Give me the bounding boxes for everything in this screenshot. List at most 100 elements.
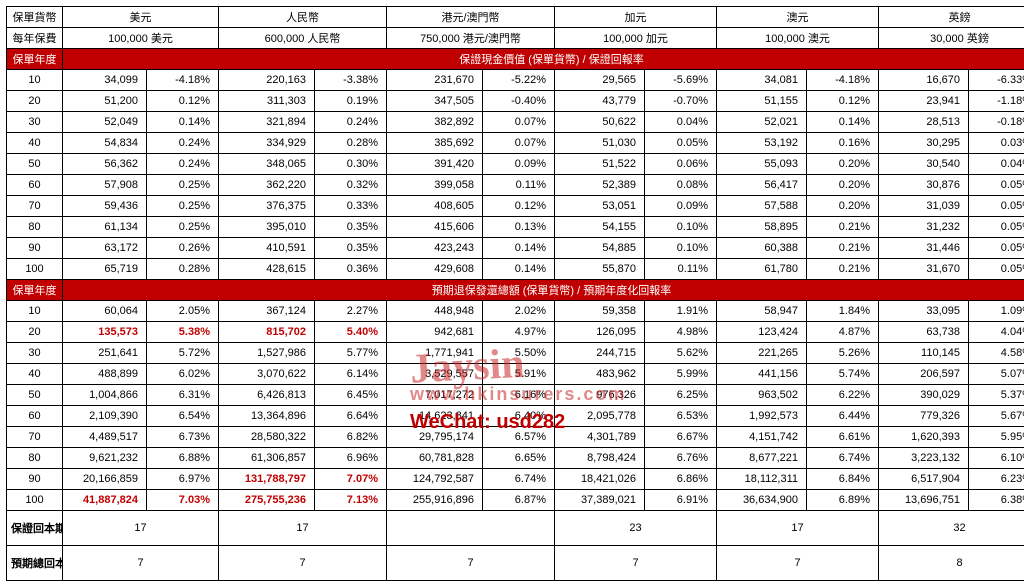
year-cell: 40 [7,364,63,385]
header-left-currency: 保單貨幣 [7,7,63,28]
pct-cell: 6.16% [483,385,555,406]
pct-cell: 0.28% [147,259,219,280]
value-cell: 31,670 [879,259,969,280]
pct-cell: 2.02% [483,301,555,322]
pct-cell: 5.07% [969,364,1024,385]
pct-cell: 6.88% [147,448,219,469]
value-cell: 275,755,236 [219,490,315,511]
pct-cell: -5.69% [645,70,717,91]
pct-cell: 0.05% [969,175,1024,196]
pct-cell: 0.05% [969,259,1024,280]
value-cell: 423,243 [387,238,483,259]
value-cell: 311,303 [219,91,315,112]
value-cell: 41,887,824 [63,490,147,511]
pct-cell: 0.25% [147,175,219,196]
pct-cell: 0.09% [483,154,555,175]
value-cell: 385,692 [387,133,483,154]
value-cell: 348,065 [219,154,315,175]
value-cell: 61,306,857 [219,448,315,469]
year-cell: 50 [7,385,63,406]
year-cell: 60 [7,406,63,427]
value-cell: 52,021 [717,112,807,133]
table-row: 602,109,3906.54%13,364,8966.64%14,623,84… [7,406,1024,427]
pct-cell: 6.97% [147,469,219,490]
pct-cell: 6.44% [807,406,879,427]
value-cell: 18,421,026 [555,469,645,490]
value-cell: 34,081 [717,70,807,91]
value-cell: 18,112,311 [717,469,807,490]
pct-cell: 0.09% [645,196,717,217]
value-cell: 20,166,859 [63,469,147,490]
header-currency-2: 港元/澳門幣 [387,7,555,28]
pct-cell: 0.11% [645,259,717,280]
footer-value: 23 [555,511,717,546]
value-cell: 251,641 [63,343,147,364]
pct-cell: 5.72% [147,343,219,364]
value-cell: 13,696,751 [879,490,969,511]
value-cell: 441,156 [717,364,807,385]
pct-cell: -0.40% [483,91,555,112]
value-cell: 367,124 [219,301,315,322]
pct-cell: -4.18% [807,70,879,91]
footer-value: 17 [219,511,387,546]
value-cell: 29,565 [555,70,645,91]
value-cell: 65,719 [63,259,147,280]
value-cell: 36,634,900 [717,490,807,511]
value-cell: 376,375 [219,196,315,217]
value-cell: 963,502 [717,385,807,406]
pct-cell: 6.45% [315,385,387,406]
pct-cell: 2.27% [315,301,387,322]
pct-cell: 0.21% [807,238,879,259]
pct-cell: 6.96% [315,448,387,469]
value-cell: 57,908 [63,175,147,196]
pct-cell: 0.36% [315,259,387,280]
value-cell: 16,670 [879,70,969,91]
pct-cell: 6.31% [147,385,219,406]
footer-value: 17 [717,511,879,546]
year-cell: 30 [7,112,63,133]
value-cell: 815,702 [219,322,315,343]
header-premium-1: 600,000 人民幣 [219,28,387,49]
value-cell: 483,962 [555,364,645,385]
footer-row: 預期總回本期(年)777778 [7,546,1024,581]
pct-cell: 0.21% [807,217,879,238]
value-cell: 415,606 [387,217,483,238]
value-cell: 53,192 [717,133,807,154]
year-cell: 40 [7,133,63,154]
pct-cell: 5.26% [807,343,879,364]
pct-cell: 0.20% [807,175,879,196]
footer-value: 7 [63,546,219,581]
pct-cell: 4.98% [645,322,717,343]
value-cell: 410,591 [219,238,315,259]
value-cell: 1,527,986 [219,343,315,364]
year-cell: 20 [7,322,63,343]
pct-cell: 5.95% [969,427,1024,448]
pct-cell: 6.67% [645,427,717,448]
value-cell: 220,163 [219,70,315,91]
value-cell: 56,362 [63,154,147,175]
header-premium-4: 100,000 澳元 [717,28,879,49]
pct-cell: 0.14% [483,238,555,259]
pct-cell: 0.30% [315,154,387,175]
pct-cell: 6.02% [147,364,219,385]
table-row: 9063,1720.26%410,5910.35%423,2430.14%54,… [7,238,1024,259]
pct-cell: 0.13% [483,217,555,238]
table-row: 40488,8996.02%3,070,6226.14%3,529,5575.9… [7,364,1024,385]
table-row: 6057,9080.25%362,2200.32%399,0580.11%52,… [7,175,1024,196]
year-cell: 50 [7,154,63,175]
value-cell: 31,446 [879,238,969,259]
pct-cell: 6.64% [315,406,387,427]
pct-cell: 5.40% [315,322,387,343]
table-row: 809,621,2326.88%61,306,8576.96%60,781,82… [7,448,1024,469]
pct-cell: 6.40% [483,406,555,427]
pct-cell: -0.70% [645,91,717,112]
value-cell: 6,426,813 [219,385,315,406]
value-cell: 51,200 [63,91,147,112]
value-cell: 6,517,904 [879,469,969,490]
table-row: 4054,8340.24%334,9290.28%385,6920.07%51,… [7,133,1024,154]
pct-cell: 0.19% [315,91,387,112]
value-cell: 110,145 [879,343,969,364]
year-cell: 10 [7,301,63,322]
value-cell: 51,155 [717,91,807,112]
pct-cell: 6.23% [969,469,1024,490]
